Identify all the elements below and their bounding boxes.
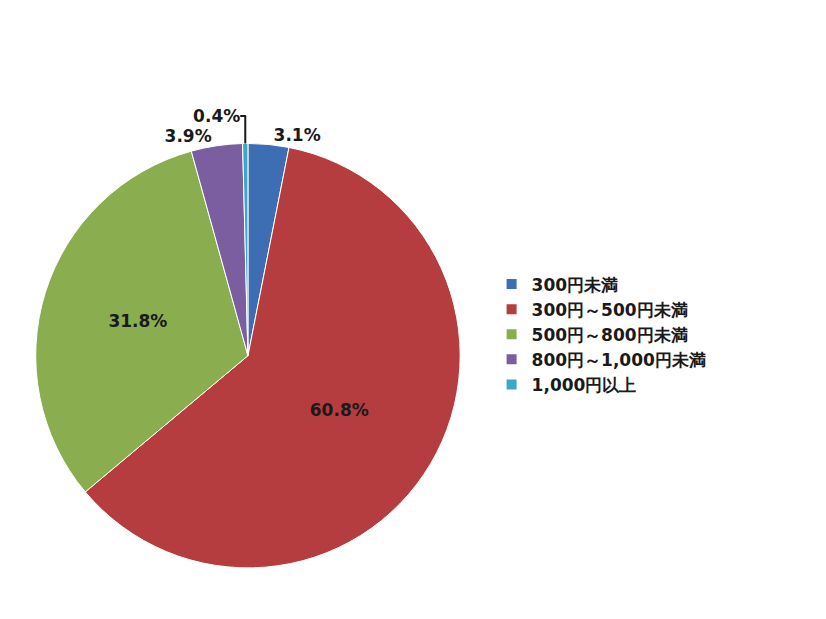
svg-text:31.8%: 31.8% xyxy=(108,311,167,331)
svg-text:1,000円以上: 1,000円以上 xyxy=(532,375,637,395)
svg-text:3.9%: 3.9% xyxy=(165,126,212,146)
svg-text:60.8%: 60.8% xyxy=(310,400,369,420)
svg-text:3.1%: 3.1% xyxy=(274,125,321,145)
svg-text:800円～1,000円未満: 800円～1,000円未満 xyxy=(532,350,706,370)
svg-text:500円～800円未満: 500円～800円未満 xyxy=(532,325,688,345)
svg-text:300円未満: 300円未満 xyxy=(532,275,619,295)
svg-text:300円～500円未満: 300円～500円未満 xyxy=(532,300,688,320)
svg-text:0.4%: 0.4% xyxy=(193,106,240,126)
